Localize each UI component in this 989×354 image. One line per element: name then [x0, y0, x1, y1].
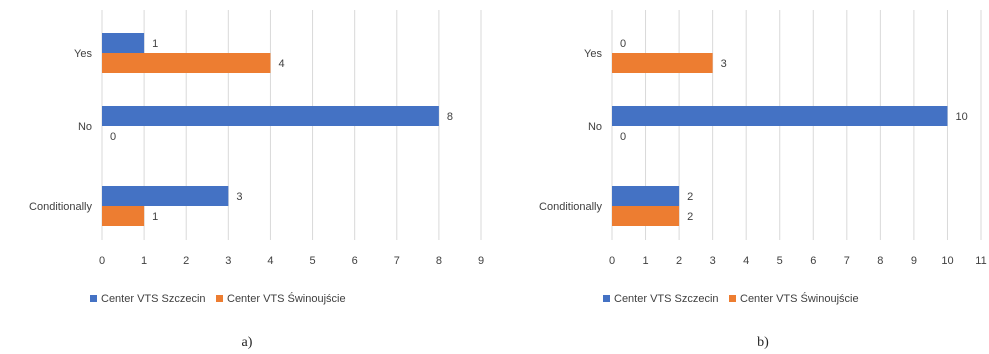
x-tick-label: 5 [777, 255, 783, 267]
category-label: Yes [74, 48, 92, 60]
bar [102, 33, 145, 53]
legend-label: Center VTS Szczecin [101, 293, 206, 305]
x-tick-label: 0 [609, 255, 615, 267]
x-tick-label: 9 [478, 255, 484, 267]
bar [102, 186, 229, 206]
x-tick-label: 8 [436, 255, 442, 267]
x-tick-label: 1 [141, 255, 147, 267]
x-tick-label: 8 [877, 255, 883, 267]
data-label: 0 [620, 131, 626, 143]
chart-1: 0 1 2 3 4 5 6 7 8 9 Yes 1 4 No 8 0 Conditionally 3 1 Center… [29, 10, 484, 350]
legend-swatch [603, 295, 610, 302]
x-tick-label: 7 [394, 255, 400, 267]
x-tick-label: 1 [642, 255, 648, 267]
legend-label: Center VTS Świnoujście [740, 292, 859, 305]
x-tick-label: 0 [99, 255, 105, 267]
data-label: 0 [110, 131, 116, 143]
x-tick-label: 2 [183, 255, 189, 267]
bar [102, 106, 439, 126]
x-tick-label: 7 [844, 255, 850, 267]
category-label: Conditionally [539, 201, 602, 213]
bar [612, 206, 680, 226]
category-label: Yes [584, 48, 602, 60]
bar [612, 186, 680, 206]
x-tick-label: 3 [225, 255, 231, 267]
x-tick-label: 4 [267, 255, 273, 267]
category-label: Conditionally [29, 201, 92, 213]
legend-swatch [216, 295, 223, 302]
data-label: 3 [236, 191, 242, 203]
data-label: 0 [620, 38, 626, 50]
data-label: 10 [955, 111, 967, 123]
x-tick-label: 2 [676, 255, 682, 267]
legend-label: Center VTS Świnoujście [227, 292, 346, 305]
x-tick-label: 4 [743, 255, 749, 267]
bar [102, 53, 271, 73]
category-label: No [78, 121, 92, 133]
bar [612, 106, 948, 126]
legend-label: Center VTS Szczecin [614, 293, 719, 305]
x-tick-label: 11 [975, 255, 986, 267]
data-label: 2 [687, 211, 693, 223]
x-tick-label: 9 [911, 255, 917, 267]
chart-2: 0 1 2 3 4 5 6 7 8 9 10 11 Yes 0 3 No 10 0 Conditionally 2 2 C… [539, 10, 987, 350]
x-tick-label: 5 [309, 255, 315, 267]
data-label: 3 [721, 58, 727, 70]
bar [102, 206, 145, 226]
x-tick-label: 6 [810, 255, 816, 267]
category-label: No [588, 121, 602, 133]
x-tick-label: 10 [941, 255, 953, 267]
legend-swatch [90, 295, 97, 302]
data-label: 1 [152, 211, 158, 223]
data-label: 1 [152, 38, 158, 50]
data-label: 4 [278, 58, 284, 70]
chart-caption: a) [242, 335, 253, 350]
data-label: 2 [687, 191, 693, 203]
bar [612, 53, 713, 73]
x-tick-label: 6 [352, 255, 358, 267]
data-label: 8 [447, 111, 453, 123]
legend-swatch [729, 295, 736, 302]
chart-caption: b) [757, 335, 769, 350]
x-tick-label: 3 [710, 255, 716, 267]
